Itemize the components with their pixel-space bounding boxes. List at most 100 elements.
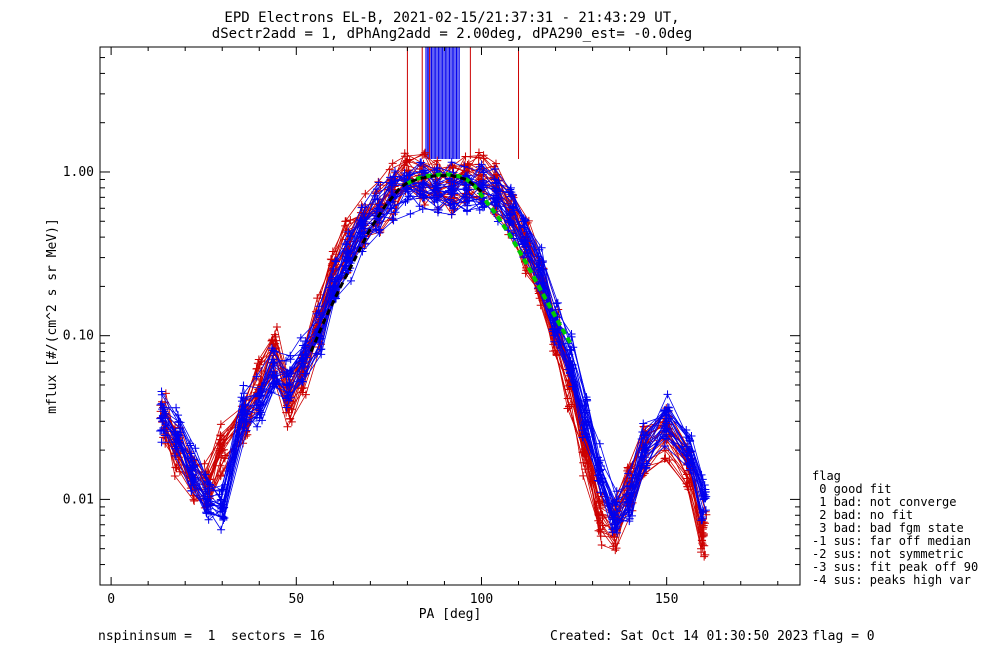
trace-line-blue	[164, 193, 703, 534]
data-point-blue	[662, 417, 671, 426]
data-point-blue	[578, 426, 587, 435]
data-point-blue	[583, 396, 592, 405]
legend-entry: 2 bad: no fit	[812, 508, 913, 522]
data-point-blue	[172, 403, 181, 412]
data-point-blue	[697, 516, 706, 525]
data-point-blue	[346, 276, 355, 285]
data-point-blue	[187, 486, 196, 495]
footer-created: Created: Sat Oct 14 01:30:50 2023	[550, 629, 808, 644]
trace-line-red	[164, 156, 704, 520]
data-point-blue	[327, 273, 336, 282]
trace-line-blue	[164, 169, 706, 506]
data-point-blue	[625, 495, 634, 504]
data-point-blue	[255, 396, 264, 405]
data-point-blue	[612, 487, 621, 496]
trace-line-red	[165, 173, 703, 537]
data-point-blue	[269, 346, 278, 355]
data-point-blue	[663, 390, 672, 399]
data-point-red	[474, 148, 483, 157]
data-point-red	[272, 322, 281, 331]
data-point-red	[271, 332, 280, 341]
trace-line-blue	[160, 175, 706, 516]
data-point-blue	[509, 190, 518, 199]
trace-line-blue	[160, 193, 703, 530]
data-point-blue	[537, 243, 546, 252]
trace-line-blue	[161, 171, 702, 517]
data-point-blue	[420, 193, 429, 202]
data-point-blue	[682, 426, 691, 435]
data-point-blue	[158, 412, 167, 421]
data-point-blue	[356, 219, 365, 228]
data-point-blue	[698, 508, 707, 517]
trace-line-red	[164, 154, 704, 528]
trace-line-red	[165, 178, 702, 553]
data-point-blue	[316, 345, 325, 354]
data-point-blue	[479, 178, 488, 187]
data-point-red	[661, 454, 670, 463]
data-point-red	[597, 541, 606, 550]
data-point-blue	[552, 299, 561, 308]
data-point-blue	[477, 160, 486, 169]
data-point-blue	[699, 495, 708, 504]
data-point-blue	[204, 507, 212, 516]
data-point-blue	[342, 247, 351, 256]
data-point-blue	[400, 175, 409, 184]
data-point-blue	[189, 461, 198, 470]
data-point-blue	[374, 178, 383, 187]
data-point-red	[611, 546, 620, 555]
data-point-blue	[282, 403, 291, 412]
trace-line-blue	[161, 184, 704, 518]
chart-title: EPD Electrons EL-B, 2021-02-15/21:37:31 …	[224, 10, 679, 26]
data-point-blue	[191, 444, 200, 453]
data-point-blue	[299, 357, 308, 366]
trace-line-red	[160, 169, 705, 534]
data-point-blue	[171, 451, 180, 460]
data-point-blue	[331, 275, 340, 284]
data-point-blue	[390, 166, 399, 175]
data-point-blue	[639, 419, 648, 428]
data-point-blue	[462, 206, 471, 215]
y-tick-label: 1.00	[63, 165, 94, 180]
trace-line-blue	[161, 181, 703, 531]
trace-line-blue	[162, 181, 707, 528]
data-point-blue	[269, 358, 278, 367]
data-point-blue	[595, 439, 604, 448]
data-point-blue	[637, 453, 646, 462]
data-point-red	[433, 156, 442, 165]
data-point-blue	[240, 406, 249, 415]
data-point-red	[596, 532, 605, 541]
data-point-red	[579, 471, 588, 480]
data-point-blue	[565, 368, 574, 377]
data-point-blue	[641, 447, 650, 456]
data-point-blue	[698, 475, 707, 484]
data-point-red	[612, 544, 621, 553]
data-point-blue	[613, 516, 622, 525]
data-point-blue	[623, 481, 632, 490]
legend-entry: -3 sus: fit peak off 90	[812, 560, 978, 574]
data-point-blue	[431, 185, 440, 194]
data-point-blue	[521, 233, 530, 242]
data-point-blue	[596, 466, 604, 475]
data-point-blue	[256, 400, 265, 409]
data-point-blue	[202, 501, 211, 510]
data-point-blue	[661, 442, 670, 451]
trace-line-red	[164, 160, 705, 526]
data-point-blue	[538, 278, 547, 287]
data-point-red	[298, 384, 307, 393]
data-point-blue	[700, 481, 709, 490]
data-point-red	[479, 154, 488, 163]
trace-line-blue	[164, 178, 706, 529]
data-point-blue	[388, 214, 397, 223]
plot-frame	[99, 46, 801, 586]
data-point-red	[640, 422, 649, 431]
data-point-blue	[504, 188, 513, 197]
data-point-blue	[491, 197, 500, 206]
trace-line-blue	[162, 172, 706, 507]
data-point-blue	[538, 257, 547, 266]
data-point-blue	[391, 176, 400, 185]
data-point-red	[283, 422, 292, 431]
data-point-blue	[507, 210, 516, 219]
data-point-blue	[446, 184, 455, 193]
data-point-red	[388, 159, 397, 168]
